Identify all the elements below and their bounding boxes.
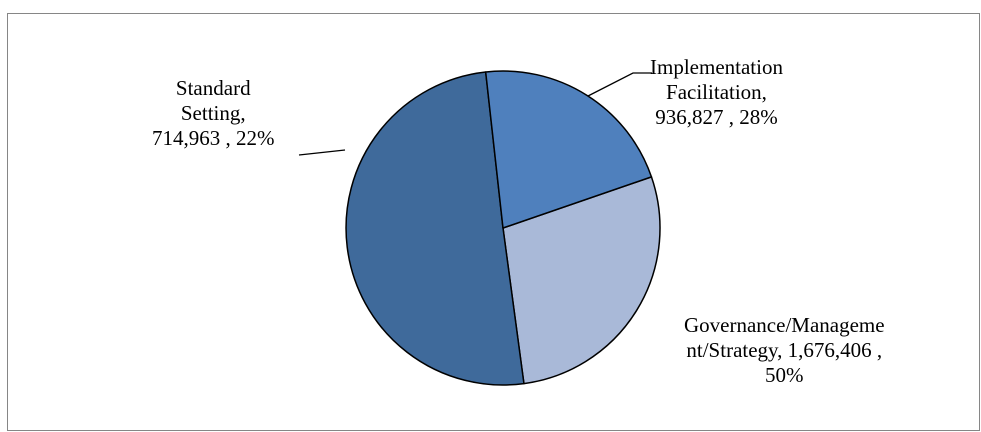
- label-line: Governance/Manageme: [684, 313, 885, 337]
- label-line: Facilitation,: [666, 80, 767, 104]
- leader-line-standard-setting: [298, 149, 346, 156]
- label-line: 936,827 , 28%: [655, 105, 778, 129]
- label-line: Setting,: [180, 101, 246, 125]
- pie-slice-governance: [345, 71, 525, 386]
- leader-line-implementation: [587, 72, 652, 97]
- data-label-standard-setting: Standard Setting, 714,963 , 22%: [152, 76, 275, 151]
- label-line: Standard: [175, 76, 251, 100]
- data-label-implementation: Implementation Facilitation, 936,827 , 2…: [650, 55, 783, 130]
- label-line: 50%: [765, 363, 804, 387]
- label-line: 714,963 , 22%: [152, 126, 275, 150]
- pie-slices: [345, 70, 661, 386]
- label-line: Implementation: [650, 55, 783, 79]
- leader-lines: [298, 72, 652, 156]
- label-line: nt/Strategy, 1,676,406 ,: [686, 338, 883, 362]
- pie-slice-implementation: [502, 176, 661, 385]
- pie-slice-standard-setting: [484, 70, 653, 229]
- data-label-governance: Governance/Manageme nt/Strategy, 1,676,4…: [684, 313, 885, 388]
